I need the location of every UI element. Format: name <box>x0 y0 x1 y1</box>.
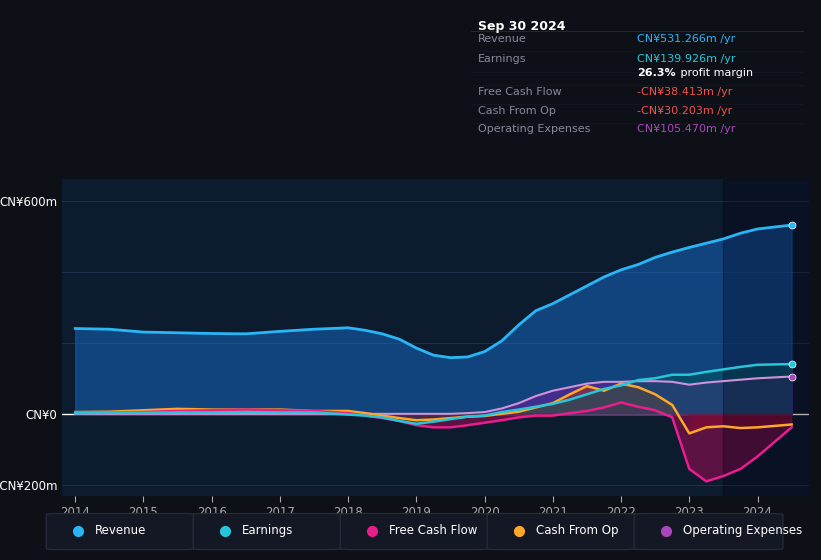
Text: Cash From Op: Cash From Op <box>536 524 618 537</box>
Text: CN¥105.470m /yr: CN¥105.470m /yr <box>637 124 736 134</box>
FancyBboxPatch shape <box>634 514 783 550</box>
Text: 26.3%: 26.3% <box>637 68 676 77</box>
Text: Free Cash Flow: Free Cash Flow <box>478 86 562 96</box>
Text: profit margin: profit margin <box>677 68 753 77</box>
Text: Operating Expenses: Operating Expenses <box>683 524 802 537</box>
Text: Cash From Op: Cash From Op <box>478 105 556 115</box>
Bar <box>723 179 809 496</box>
Text: Revenue: Revenue <box>478 34 526 44</box>
Text: Revenue: Revenue <box>95 524 146 537</box>
FancyBboxPatch shape <box>193 514 342 550</box>
Text: CN¥139.926m /yr: CN¥139.926m /yr <box>637 54 736 64</box>
Text: Earnings: Earnings <box>242 524 293 537</box>
Text: Earnings: Earnings <box>478 54 526 64</box>
FancyBboxPatch shape <box>46 514 195 550</box>
Text: CN¥531.266m /yr: CN¥531.266m /yr <box>637 34 736 44</box>
FancyBboxPatch shape <box>340 514 489 550</box>
Text: -CN¥38.413m /yr: -CN¥38.413m /yr <box>637 86 732 96</box>
Text: Free Cash Flow: Free Cash Flow <box>389 524 477 537</box>
Text: Operating Expenses: Operating Expenses <box>478 124 590 134</box>
Text: -CN¥30.203m /yr: -CN¥30.203m /yr <box>637 105 732 115</box>
Text: Sep 30 2024: Sep 30 2024 <box>478 21 565 34</box>
FancyBboxPatch shape <box>487 514 636 550</box>
